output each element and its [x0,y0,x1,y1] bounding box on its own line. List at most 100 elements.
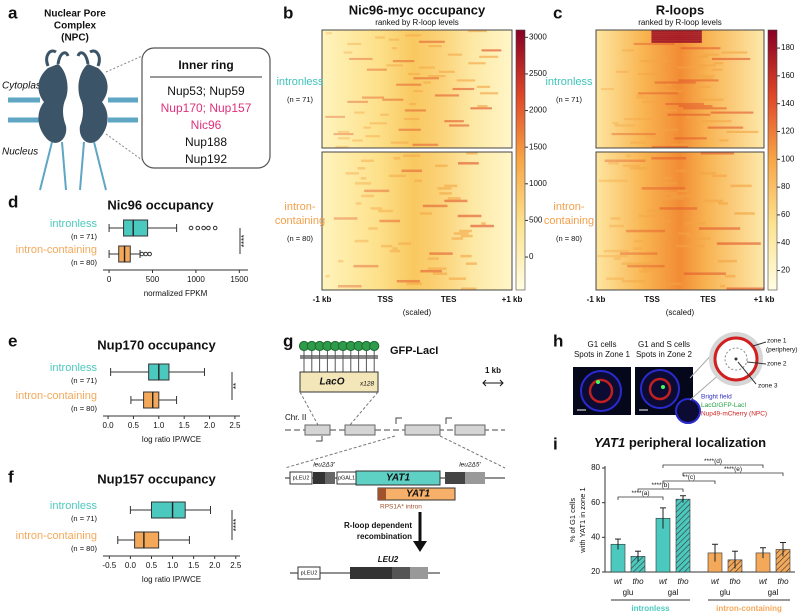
significance-label: ****(d) [704,458,722,465]
heatmap-texture [626,154,631,158]
heatmap-texture [398,128,421,131]
panel-label: d [8,192,18,211]
heatmap-texture [651,36,702,39]
heatmap-texture [688,204,698,208]
heatmap-texture [598,179,628,183]
cell [640,369,680,409]
heatmap-texture [448,277,466,280]
heatmap-texture [670,194,693,198]
heatmap-texture [453,232,469,235]
heatmap-texture [600,87,614,91]
heatmap-texture [354,239,369,243]
heatmap-texture [677,189,689,193]
title-gene: YAT1 [594,435,625,450]
promoter-label: pLEU2 [301,570,318,576]
heatmap-texture [686,234,695,238]
heatmap-texture [680,47,721,50]
heatmap-texture [360,177,367,180]
box [134,531,160,549]
colorbar-label: 3000 [529,32,547,41]
category-label: gal [668,588,679,597]
x-tick-label: -1 kb [313,295,332,304]
heatmap-texture [626,229,666,233]
heatmap-texture [380,244,393,248]
protein-name: Nup188 [185,135,227,149]
heatmap-texture [698,172,716,175]
panel-label: h [553,331,563,350]
heatmap-texture [612,122,619,125]
heatmap-texture [349,57,373,61]
chromosome-label: Chr. II [285,413,306,422]
gene-arrow [316,417,452,442]
group-label: intronless [631,604,670,613]
fragment-label: leu2Δ5' [459,462,481,469]
significance-label: **** [232,519,241,531]
promoter [297,566,321,580]
x-tick-label: 2.5 [229,421,241,430]
x-axis-label: log ratio IP/WCE [142,575,201,584]
image-caption: Spots in Zone 2 [636,350,693,359]
leu2-gene [350,567,392,579]
heatmap-texture [364,189,390,193]
heatmap-texture [638,92,678,95]
category-label: intron-containing [16,244,97,256]
x-tick-label: -0.5 [102,561,116,570]
x-tick-label: 0.0 [103,421,115,430]
chart-title: YAT1 peripheral localization [594,435,766,450]
heatmap-texture [470,224,494,228]
outlier [201,225,206,231]
group-label: intron- [553,201,585,213]
heatmap-texture [439,192,452,195]
heatmap-texture [338,259,344,263]
zone-boundary [724,347,748,371]
colorbar-label: 60 [781,210,790,219]
gfp [369,340,380,352]
outlier [147,251,152,257]
x-tick-label: 0.5 [128,421,140,430]
heatmap-texture [700,152,734,155]
series-label: wt [759,577,768,586]
heatmap-texture [685,115,691,118]
heatmap-texture [449,124,470,127]
heatmap-texture [627,264,665,268]
heatmap-texture [337,130,350,133]
box [150,501,186,519]
heatmap-texture [386,64,403,67]
marker-fragment [325,472,335,484]
heatmap-texture [361,194,375,198]
heatmap-texture [714,62,724,65]
significance-label: ****(e) [724,466,742,473]
y-tick-label: 40 [591,532,600,541]
x-tick-label: TSS [378,295,394,304]
group-label: containing [275,215,325,227]
heatmap-block [322,152,512,290]
heatmap-title: R-loops [656,2,704,17]
heatmap-texture [413,77,439,80]
heatmap-texture [423,81,432,84]
x-tick-label: +1 kb [754,295,775,304]
group-n: (n = 80) [556,234,583,243]
heatmap-texture [480,92,499,95]
heatmap-texture [418,66,435,69]
heatmap-texture [651,32,702,35]
chart-title: Nup170 occupancy [97,337,216,352]
protein-name: Nup53; Nup59 [167,84,245,98]
compartment-label: Nucleus [2,147,38,158]
heatmap-texture [447,53,463,56]
heatmap-texture [365,135,381,138]
category-label: glu [720,588,731,597]
heatmap-texture [721,51,748,54]
cytoplasmic-filament [45,49,101,67]
heatmap-texture [635,96,649,99]
legend-entry: LacO/GFP-LacI [701,402,746,409]
x-tick-label: 0.0 [125,561,137,570]
leu2-gene [392,567,410,579]
x-tick-label: 1.5 [188,561,200,570]
zone-label: (periphery) [766,347,797,354]
x-tick-label: TES [700,295,716,304]
heatmap-texture [638,214,663,218]
colorbar-label: 500 [529,216,543,225]
gene [454,424,486,436]
heatmap-texture [477,105,488,108]
promoter-label: pGAL1 [338,475,355,481]
